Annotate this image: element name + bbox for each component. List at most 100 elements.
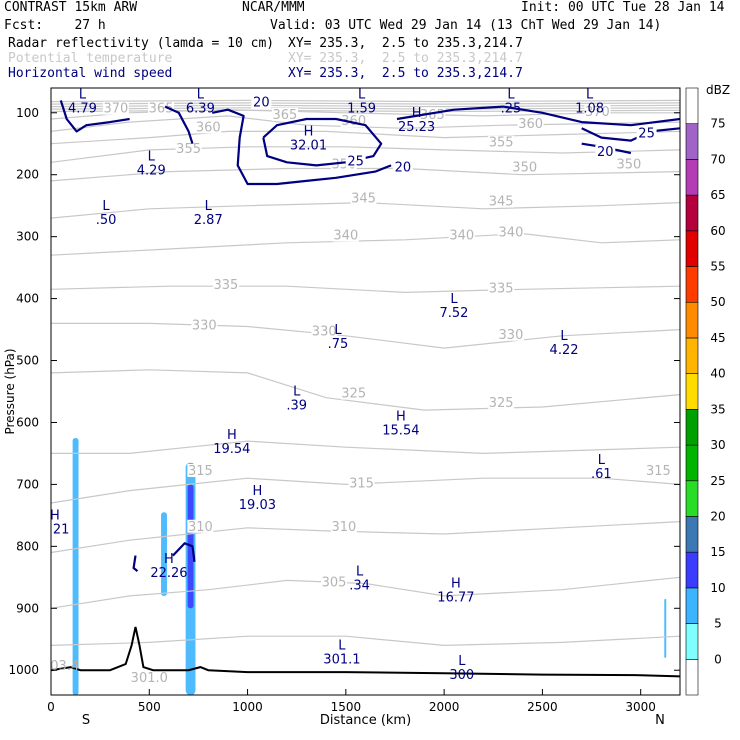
valid-time: Valid: 03 UTC Wed 29 Jan 14 (13 ChT Wed … (270, 18, 662, 33)
forecast-hour: Fcst: 27 h (4, 18, 106, 33)
colorbar-swatch-4 (685, 516, 699, 553)
colorbar-level-30: 30 (710, 438, 725, 452)
y-tick-label-700: 700 (16, 477, 39, 491)
colorbar-swatch-14 (685, 159, 699, 196)
x-end-label-north: N (655, 713, 665, 728)
colorbar-swatch-10 (685, 301, 699, 339)
terrain-line (51, 626, 680, 678)
wind-label-bg-3 (636, 126, 657, 140)
theta-label-bg-20 (191, 318, 218, 332)
extremum-value-7: 4.29 (137, 163, 166, 178)
colorbar-swatch-15 (685, 123, 699, 160)
plot-frame (50, 87, 681, 696)
theta-label-24: 325 (489, 396, 514, 411)
extremum-type-0: L (79, 87, 87, 102)
theta-label-bg-17 (497, 225, 524, 239)
colorbar-level-15: 15 (710, 545, 725, 559)
wind-contours (59, 100, 680, 572)
extremum-value-6: 25.23 (398, 120, 435, 135)
theta-contour-315 (51, 477, 680, 504)
wind-label-bg-2 (392, 160, 413, 174)
colorbar-swatch-0 (685, 658, 699, 696)
theta-label-0: 370 (103, 102, 128, 117)
theta-label-bg-23 (340, 386, 367, 400)
extremum-type-16: L (598, 453, 606, 468)
extremum-value-17: 19.03 (239, 498, 276, 513)
extremum-value-21: 16.77 (437, 591, 474, 606)
extremum-value-12: 4.22 (550, 343, 579, 358)
theta-contour-320 (51, 440, 680, 455)
wind-contour-20-8 (132, 555, 139, 572)
extremum-type-7: L (148, 149, 156, 164)
theta-label-22: 330 (499, 328, 524, 343)
reflectivity-cell-4 (664, 598, 667, 658)
theta-label-bg-2 (271, 107, 298, 121)
colorbar-level-75: 75 (710, 117, 725, 131)
extremum-value-2: 1.59 (347, 101, 376, 116)
y-tick-label-400: 400 (16, 292, 39, 306)
colorbar-level-70: 70 (710, 152, 725, 166)
theta-label-21: 330 (312, 325, 337, 340)
theta-label-9: 355 (489, 136, 514, 151)
field-wind-xy: XY= 235.3, 2.5 to 235.3,214.7 (288, 66, 523, 81)
x-tick-label-3000: 3000 (625, 700, 656, 714)
extremum-type-2: L (358, 87, 366, 102)
extremum-value-0: 4.79 (68, 101, 97, 116)
wind-contour-label-4: 20 (597, 145, 614, 160)
wind-label-bg-0 (251, 95, 272, 109)
extremum-type-12: L (560, 329, 568, 344)
theta-label-bg-0 (102, 101, 129, 115)
theta-label-13: 345 (351, 191, 376, 206)
extremum-value-16: .61 (591, 467, 612, 482)
colorbar-level-20: 20 (710, 509, 725, 523)
theta-label-bg-4 (584, 104, 611, 118)
theta-contour-325 (51, 369, 680, 411)
extremum-type-13: L (293, 385, 301, 400)
extremum-type-17: H (253, 484, 263, 499)
theta-label-bg-1 (148, 101, 175, 115)
theta-label-25: 315 (188, 464, 213, 479)
extremum-type-1: L (197, 87, 205, 102)
wind-contour-20-1 (164, 105, 194, 145)
reflectivity-cell-1 (161, 512, 167, 596)
producer-label: NCAR/MMM (242, 0, 305, 15)
theta-label-bg-25 (187, 464, 214, 478)
wind-contour-25-3 (262, 117, 383, 167)
theta-label-28: 310 (188, 520, 213, 535)
wind-label-bg-1 (345, 154, 366, 168)
theta-label-bg-30 (321, 575, 348, 589)
x-tick-label-500: 500 (138, 700, 161, 714)
extremum-type-4: L (586, 87, 594, 102)
x-tick-label-2000: 2000 (429, 700, 460, 714)
theta-label-6: 360 (341, 114, 366, 129)
theta-label-bg-19 (488, 281, 515, 295)
wind-contour-20-2 (211, 108, 392, 186)
extremum-value-10: 7.52 (439, 306, 468, 321)
extremum-type-22: L (338, 639, 346, 654)
theta-label-20: 330 (192, 318, 217, 333)
colorbar-level-65: 65 (710, 188, 725, 202)
theta-label-2: 365 (272, 108, 297, 123)
x-tick-label-1000: 1000 (232, 700, 263, 714)
extremum-type-20: L (356, 564, 364, 579)
wind-contour-20-0 (59, 100, 130, 133)
theta-label-bg-21 (311, 324, 338, 338)
extremum-value-4: 1.08 (575, 101, 604, 116)
theta-label-bg-18 (212, 278, 239, 292)
colorbar-swatch-3 (685, 551, 699, 589)
theta-label-14: 345 (489, 195, 514, 210)
extremum-value-5: 32.01 (290, 139, 327, 154)
colorbar-level-25: 25 (710, 474, 725, 488)
wind-contour-label-2: 20 (395, 161, 412, 176)
y-tick-label-200: 200 (16, 168, 39, 182)
extremum-type-3: L (507, 87, 515, 102)
theta-label-bg-13 (350, 191, 377, 205)
theta-label-bg-5 (195, 120, 222, 134)
y-tick-label-600: 600 (16, 415, 39, 429)
theta-label-bg-11 (511, 160, 538, 174)
y-tick-label-800: 800 (16, 539, 39, 553)
theta-label-18: 335 (214, 278, 239, 293)
colorbar-level-60: 60 (710, 224, 725, 238)
y-axis-label: Pressure (hPa) (3, 348, 17, 434)
